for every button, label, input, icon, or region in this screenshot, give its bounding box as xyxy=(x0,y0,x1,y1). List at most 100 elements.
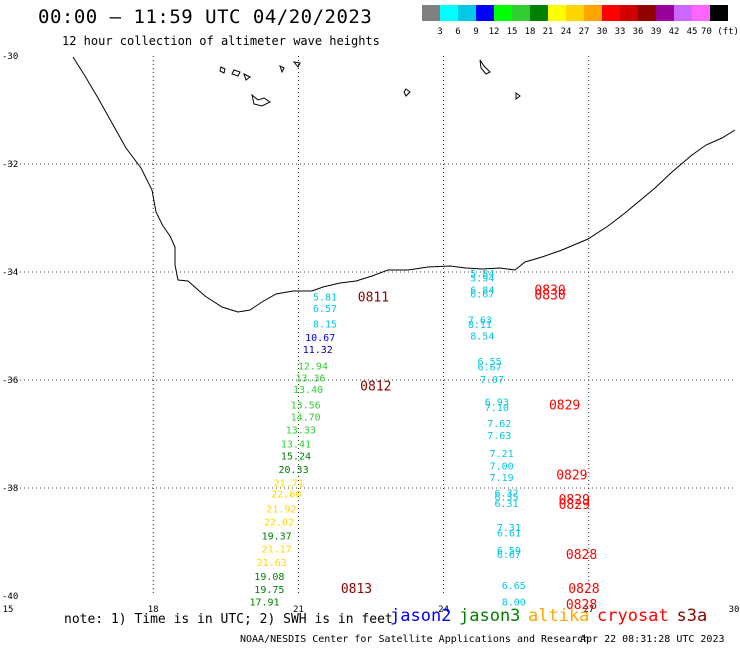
island-path xyxy=(403,88,411,97)
legend-entry: jason2 xyxy=(390,606,452,626)
island-path xyxy=(292,61,301,68)
wave-height-label: 6.55 xyxy=(478,357,502,368)
wave-height-label: 5.81 xyxy=(313,292,337,303)
wave-height-label: 7.31 xyxy=(497,523,521,534)
color-swatch xyxy=(602,5,620,21)
pass-time-label: 0829 xyxy=(559,498,590,513)
island-path xyxy=(231,69,241,77)
wave-height-label: 8.54 xyxy=(470,332,494,343)
satellite-pass-labels: 0811081208130830083008290829082908290828… xyxy=(341,283,600,613)
pass-time-label: 0828 xyxy=(566,548,597,563)
lat-tick-label: -32 xyxy=(2,160,18,170)
wave-height-label: 17.91 xyxy=(249,597,279,608)
color-swatch xyxy=(638,5,656,21)
page-title: 00:00 – 11:59 UTC 04/20/2023 xyxy=(38,6,373,28)
wave-height-label: 21.71 xyxy=(274,479,304,490)
color-swatch xyxy=(674,5,692,21)
color-swatch xyxy=(476,5,494,21)
island-path xyxy=(479,59,491,75)
legend-entry: jason3 xyxy=(459,606,521,626)
pass-time-label: 0811 xyxy=(358,290,389,305)
wave-height-label: 7.63 xyxy=(487,431,511,442)
wave-height-label: 6.61 xyxy=(497,528,521,539)
island-path xyxy=(243,73,251,81)
footer-credit: NOAA/NESDIS Center for Satellite Applica… xyxy=(240,634,590,645)
wave-height-label: 21.63 xyxy=(257,558,287,569)
color-swatch xyxy=(656,5,674,21)
wave-height-label: 7.62 xyxy=(487,419,511,430)
wave-height-label: 5.84 xyxy=(470,269,494,280)
color-swatch xyxy=(692,5,710,21)
color-scale-label: 18 xyxy=(524,27,536,37)
wave-height-label: 8.00 xyxy=(502,597,526,608)
wave-height-label: 7.19 xyxy=(490,473,514,484)
color-scale-label: 9 xyxy=(473,27,479,37)
lat-lon-grid xyxy=(8,56,734,596)
wave-height-label: 19.37 xyxy=(262,532,292,543)
color-scale-label: 6 xyxy=(455,27,461,37)
color-swatch xyxy=(584,5,602,21)
color-scale-label: 30 xyxy=(596,27,608,37)
color-swatch xyxy=(530,5,548,21)
wave-height-label: 7.00 xyxy=(490,461,514,472)
wave-height-label: 6.31 xyxy=(494,499,518,510)
color-scale-label: 39 xyxy=(650,27,662,37)
pass-time-label: 0812 xyxy=(360,379,391,394)
pass-time-label: 0830 xyxy=(534,283,565,298)
wave-height-label: 19.75 xyxy=(254,585,284,596)
wave-height-label: 11.32 xyxy=(303,345,333,356)
wave-height-label: 21.17 xyxy=(262,544,292,555)
color-scale-label: 24 xyxy=(560,27,572,37)
color-scale-label: 70 (ft) xyxy=(701,27,739,37)
wave-height-label: 6.32 xyxy=(494,488,518,499)
wave-height-label: 8.15 xyxy=(313,319,337,330)
color-scale-label: 12 xyxy=(488,27,500,37)
lon-tick-label: 30 xyxy=(729,605,740,615)
lat-tick-label: -36 xyxy=(2,376,18,386)
footer-timestamp: Apr 22 08:31:28 UTC 2023 xyxy=(580,634,725,645)
wave-height-label: 8.11 xyxy=(468,320,492,331)
footer-note: note: 1) Time is in UTC; 2) SWH is in fe… xyxy=(64,612,393,627)
lon-tick-label: 15 xyxy=(3,605,14,615)
color-scale: 3 6 9 12 15 18 21 24 27 30 33 36 39 42 45 70 (ft) xyxy=(422,5,739,37)
lat-tick-label: -30 xyxy=(2,52,18,62)
color-scale-label: 42 xyxy=(668,27,680,37)
lon-tick-label: 18 xyxy=(148,605,159,615)
pass-time-label: 0829 xyxy=(556,469,587,484)
color-scale-label: 21 xyxy=(542,27,554,37)
wave-height-label: 22.02 xyxy=(264,517,294,528)
color-scale-label: 15 xyxy=(506,27,518,37)
coastline-path xyxy=(72,56,736,313)
pass-time-label: 0828 xyxy=(566,598,597,613)
wave-height-label: 21.92 xyxy=(266,505,296,516)
wave-height-label: 6.57 xyxy=(313,304,337,315)
pass-time-label: 0829 xyxy=(559,493,590,508)
wave-height-label: 22.60 xyxy=(271,489,301,500)
coastline xyxy=(72,56,736,313)
wave-height-label: 13.33 xyxy=(286,426,316,437)
axis-labels: 15 18 21 24 27 30 -30 -32 -34 -36 -38 -40 xyxy=(2,52,739,615)
wave-height-label: 7.63 xyxy=(468,316,492,327)
wave-height-label: 20.33 xyxy=(279,465,309,476)
lon-tick-label: 27 xyxy=(583,605,594,615)
wave-height-label: 7.07 xyxy=(480,375,504,386)
pass-time-label: 0830 xyxy=(534,289,565,304)
wave-height-label: 13.56 xyxy=(291,400,321,411)
lat-tick-label: -34 xyxy=(2,268,18,278)
page-subtitle: 12 hour collection of altimeter wave hei… xyxy=(62,34,380,48)
island-path xyxy=(251,93,271,107)
pass-time-label: 0829 xyxy=(549,398,580,413)
wave-height-label: 10.67 xyxy=(305,333,335,344)
island-path xyxy=(515,92,521,100)
color-scale-bar xyxy=(422,5,728,21)
legend-entry: s3a xyxy=(676,606,708,626)
color-swatch xyxy=(548,5,566,21)
wave-height-label: 6.67 xyxy=(497,550,521,561)
wave-height-label: 6.35 xyxy=(494,493,518,504)
pass-time-label: 0813 xyxy=(341,582,372,597)
color-swatch xyxy=(566,5,584,21)
island-path xyxy=(279,65,285,74)
wave-height-label: 13.36 xyxy=(295,373,325,384)
wave-height-label: 12.94 xyxy=(298,361,328,372)
